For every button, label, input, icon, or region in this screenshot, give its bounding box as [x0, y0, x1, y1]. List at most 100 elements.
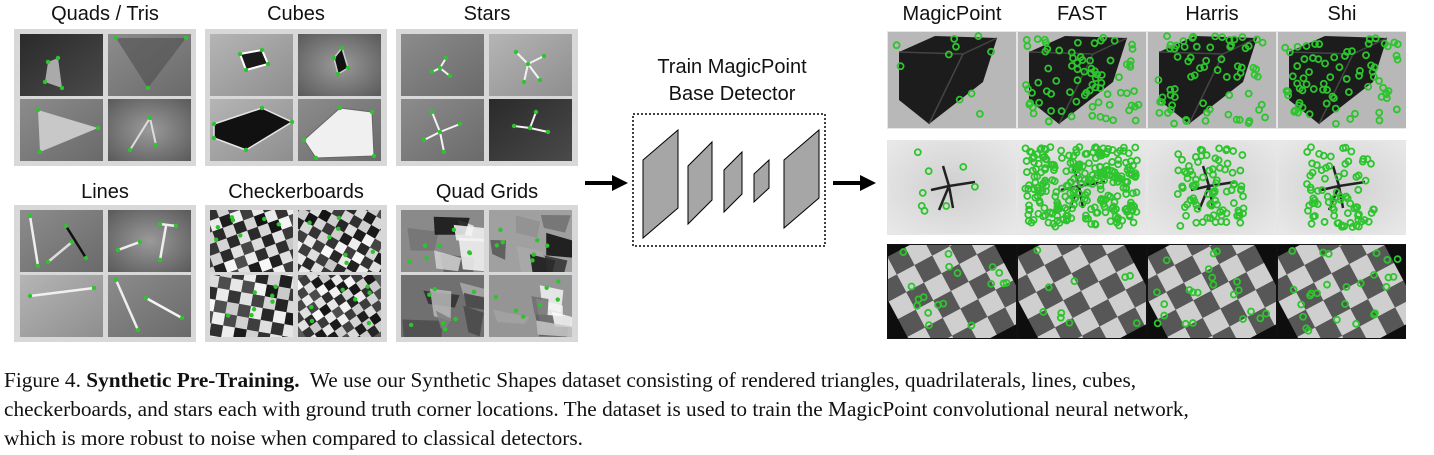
detector-marker [1218, 33, 1227, 41]
detector-marker [1072, 97, 1081, 106]
detector-marker [1229, 180, 1238, 189]
corner-marker [243, 67, 249, 73]
detector-marker [1342, 283, 1351, 291]
detector-marker [1081, 214, 1090, 223]
detector-marker [1344, 88, 1353, 96]
detector-marker [924, 308, 933, 317]
detector-marker [1392, 51, 1401, 60]
detector-marker [1319, 85, 1327, 94]
layer-3 [723, 150, 743, 214]
corner-marker [541, 53, 547, 59]
corner-marker [259, 47, 265, 53]
detector-marker [1083, 196, 1091, 205]
corner-marker [211, 135, 217, 141]
corner-marker [215, 224, 221, 230]
caption-line-3: which is more robust to noise when compa… [4, 426, 583, 450]
detector-marker [1042, 87, 1051, 96]
detector-marker [987, 280, 996, 288]
category-title-cubes: Cubes [267, 3, 325, 25]
detector-marker [953, 269, 962, 277]
detector-marker [1096, 181, 1105, 190]
detector-marker [1174, 166, 1183, 175]
detector-marker [1367, 61, 1375, 70]
detector-marker [1332, 119, 1340, 128]
detector-marker [970, 182, 979, 191]
detector-marker [1216, 207, 1225, 216]
detector-marker [1052, 188, 1061, 196]
detector-marker [945, 262, 954, 271]
detector-marker [1106, 56, 1115, 65]
corner-marker [238, 233, 243, 238]
detector-marker [1331, 104, 1340, 113]
corner-marker [513, 49, 519, 55]
detector-marker [1393, 255, 1402, 264]
corner-marker [530, 258, 535, 263]
layer-4 [753, 158, 770, 204]
detector-marker [959, 162, 968, 171]
detector-marker [1174, 150, 1183, 159]
detector-marker [1110, 206, 1118, 215]
detector-marker [1200, 63, 1209, 71]
corner-marker [369, 109, 375, 115]
detector-marker [1162, 256, 1171, 265]
detector-marker [1281, 43, 1290, 52]
tile-lines-4 [108, 275, 191, 337]
detector-marker [1356, 66, 1364, 75]
detector-marker [1229, 199, 1238, 207]
detector-marker [1346, 115, 1355, 123]
detector-marker [1309, 212, 1318, 221]
detector-marker [1317, 166, 1326, 175]
detector-marker [1238, 33, 1247, 42]
detector-marker [1213, 66, 1222, 74]
detector-marker [1093, 208, 1102, 217]
quad-shape [45, 58, 62, 88]
checker-pattern [210, 275, 293, 337]
detector-marker [1121, 205, 1130, 214]
detector-marker [1044, 283, 1053, 292]
detector-marker [1065, 318, 1074, 327]
detector-marker [1096, 185, 1105, 194]
detector-marker [1113, 192, 1122, 201]
caption-line-1: Figure 4. Synthetic Pre-Training. We use… [4, 366, 1432, 395]
detector-marker [1355, 71, 1363, 80]
detector-marker [1170, 85, 1179, 93]
corner-marker [211, 121, 217, 127]
detector-marker [1073, 65, 1082, 74]
detector-marker [1298, 86, 1307, 95]
quad-grid-pattern [492, 285, 572, 337]
detector-marker [1215, 144, 1224, 153]
corner-marker [511, 123, 517, 129]
detector-marker [1375, 108, 1384, 117]
detector-cells [888, 32, 1406, 338]
detector-marker [1239, 315, 1247, 323]
corner-marker [365, 284, 370, 289]
detector-marker [1351, 109, 1359, 118]
detector-marker [1051, 222, 1060, 231]
detector-marker [1002, 278, 1011, 287]
detector-marker [1354, 211, 1362, 220]
line-segments [28, 215, 183, 331]
detector-marker [1326, 152, 1335, 161]
corner-marker [301, 137, 307, 143]
detector-marker [1215, 163, 1224, 172]
detector-marker [1040, 204, 1049, 212]
tile-lines-2 [108, 210, 191, 272]
corner-marker [42, 79, 48, 85]
detector-marker [1319, 151, 1328, 160]
detector-marker [1091, 74, 1100, 83]
corner-marker [213, 237, 219, 242]
detector-marker [924, 167, 933, 176]
triangle-shape-2 [38, 110, 98, 152]
corner-marker [327, 234, 332, 240]
detector-marker [1214, 156, 1223, 165]
detector-marker [1282, 87, 1291, 95]
corner-marker [371, 153, 377, 159]
corner-marker [339, 45, 345, 51]
detector-marker [1022, 157, 1031, 165]
detector-marker [1180, 203, 1189, 212]
detector-cell-cube [1018, 32, 1146, 128]
detector-marker [1307, 186, 1315, 195]
detector-marker [1132, 319, 1141, 328]
detector-marker [1081, 169, 1089, 178]
detector-marker [1369, 72, 1378, 81]
